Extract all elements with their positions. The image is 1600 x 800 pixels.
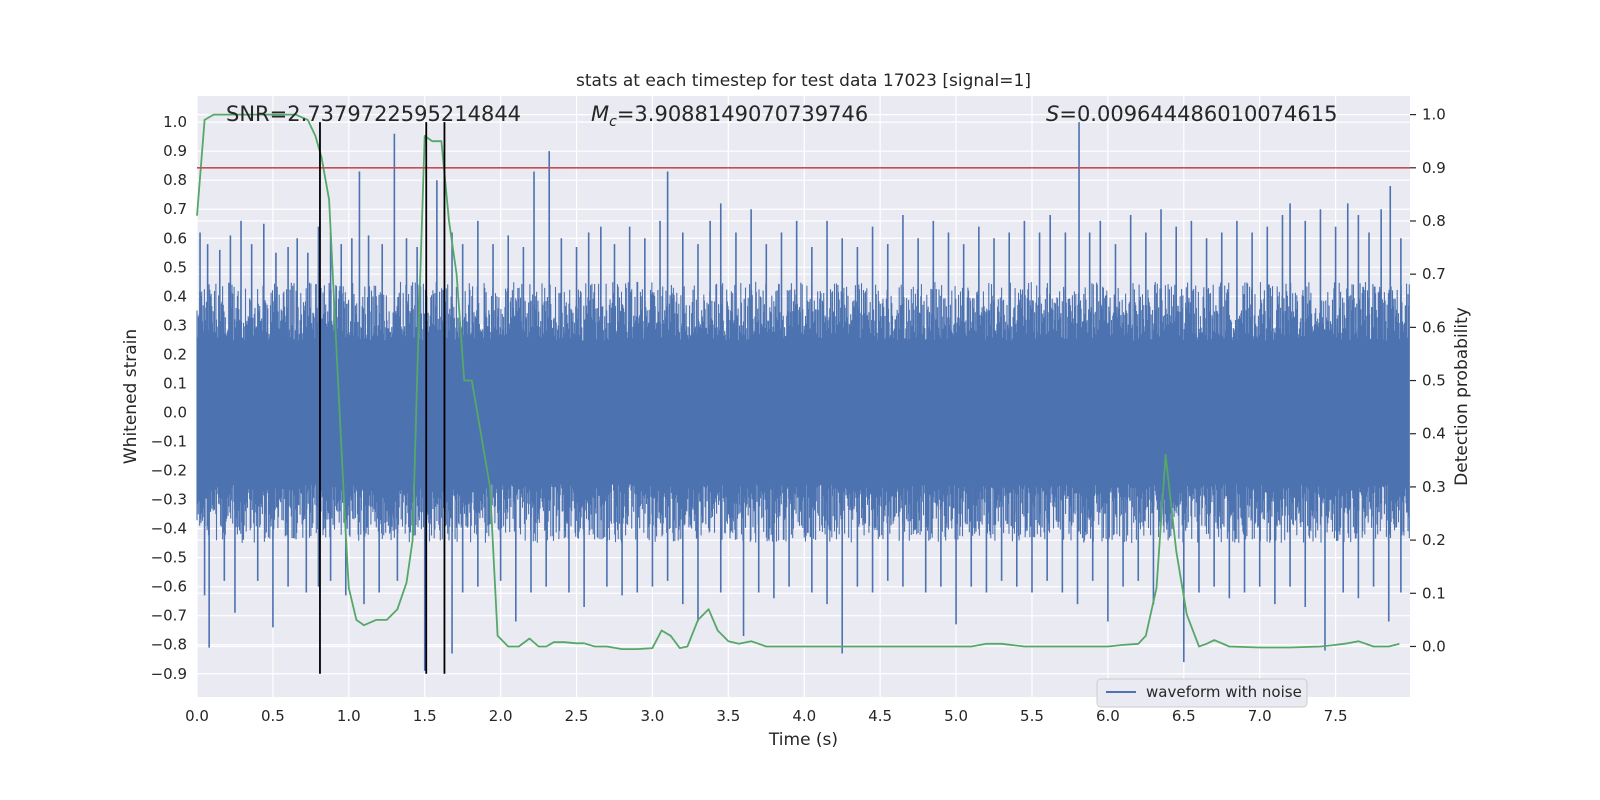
y-tick-label-left: −0.3 xyxy=(151,491,187,509)
y-tick-label-left: 0.9 xyxy=(163,142,187,160)
y-tick-label-right: 0.0 xyxy=(1422,637,1446,655)
y-tick-label-right: 0.2 xyxy=(1422,531,1446,549)
x-tick-label: 6.5 xyxy=(1172,707,1196,725)
x-tick-label: 3.5 xyxy=(716,707,740,725)
y-tick-label-right: 0.9 xyxy=(1422,159,1446,177)
y-tick-label-left: 0.2 xyxy=(163,345,187,363)
y-tick-label-right: 0.7 xyxy=(1422,265,1446,283)
s-symbol: S xyxy=(1046,102,1059,126)
y-tick-label-left: −0.6 xyxy=(151,578,187,596)
y-tick-label-right: 0.3 xyxy=(1422,478,1446,496)
y-tick-label-left: 0.7 xyxy=(163,200,187,218)
probability-series xyxy=(196,113,1400,650)
axis-ticks: 0.0 0.5 1.0 1.5 2.0 2.5 3.0 3.5 4.0 4.5 5.0 5.5 6.0 6… xyxy=(151,106,1446,725)
mc-symbol: M xyxy=(591,102,609,126)
x-tick-label: 4.0 xyxy=(792,707,816,725)
y-tick-label-left: −0.5 xyxy=(151,549,187,567)
x-tick-label: 5.5 xyxy=(1020,707,1044,725)
y-tick-label-left: 0.4 xyxy=(163,287,187,305)
y-tick-label-right: 0.1 xyxy=(1422,584,1446,602)
detection-probability-line xyxy=(196,113,1400,650)
x-tick-label: 7.0 xyxy=(1248,707,1272,725)
y-axis-label-right: Detection probability xyxy=(1452,307,1472,486)
y-tick-label-left: 0.0 xyxy=(163,403,187,421)
legend-label-waveform: waveform with noise xyxy=(1146,683,1302,701)
reference-lines xyxy=(197,122,1410,674)
y-tick-label-left: −0.8 xyxy=(151,636,187,654)
y-tick-label-left: −0.7 xyxy=(151,607,187,625)
y-tick-label-left: 0.6 xyxy=(163,229,187,247)
x-tick-label: 1.5 xyxy=(413,707,437,725)
x-tick-label: 6.0 xyxy=(1096,707,1120,725)
snr-annotation: SNR=2.7379722595214844 xyxy=(226,102,521,126)
x-tick-label: 0.0 xyxy=(185,707,209,725)
x-tick-label: 5.0 xyxy=(944,707,968,725)
s-value: =0.009644486010074615 xyxy=(1059,102,1337,126)
x-axis-label: Time (s) xyxy=(768,730,838,750)
y-tick-label-left: −0.2 xyxy=(151,462,187,480)
y-axis-label-left: Whitened strain xyxy=(121,329,141,464)
y-tick-label-left: 0.1 xyxy=(163,374,187,392)
y-tick-label-left: 0.8 xyxy=(163,171,187,189)
y-tick-label-right: 0.4 xyxy=(1422,425,1446,443)
waveform-series xyxy=(196,122,1410,671)
y-tick-label-left: 0.3 xyxy=(163,316,187,334)
legend-box xyxy=(1096,678,1308,708)
y-tick-label-left: −0.4 xyxy=(151,520,187,538)
y-tick-label-right: 0.5 xyxy=(1422,372,1446,390)
s-annotation: S=0.009644486010074615 xyxy=(1046,102,1337,126)
y-tick-label-left: 1.0 xyxy=(163,113,187,131)
chart-title: stats at each timestep for test data 170… xyxy=(576,71,1031,91)
y-tick-label-left: −0.1 xyxy=(151,433,187,451)
x-tick-label: 1.0 xyxy=(337,707,361,725)
x-tick-label: 4.5 xyxy=(868,707,892,725)
x-tick-label: 7.5 xyxy=(1324,707,1348,725)
legend: waveform with noise xyxy=(1096,678,1308,708)
mc-value: =3.9088149070739746 xyxy=(617,102,868,126)
x-tick-label: 2.5 xyxy=(565,707,589,725)
y-tick-label-right: 0.8 xyxy=(1422,212,1446,230)
y-tick-label-right: 0.6 xyxy=(1422,318,1446,336)
y-tick-label-left: 0.5 xyxy=(163,258,187,276)
mc-subscript: c xyxy=(609,114,617,130)
y-tick-label-left: −0.9 xyxy=(151,665,187,683)
y-tick-label-right: 1.0 xyxy=(1422,106,1446,124)
chirp-mass-annotation: Mc=3.9088149070739746 xyxy=(591,102,868,130)
x-tick-label: 3.0 xyxy=(641,707,665,725)
x-tick-label: 2.0 xyxy=(489,707,513,725)
x-tick-label: 0.5 xyxy=(261,707,285,725)
